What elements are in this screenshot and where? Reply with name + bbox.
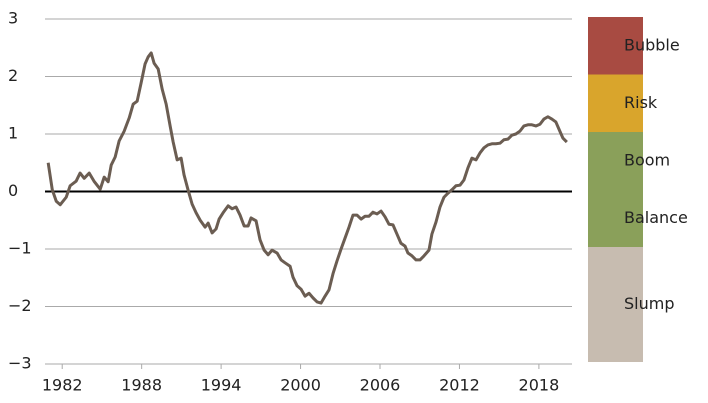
y-tick-label: 0 xyxy=(8,181,18,200)
zone-band xyxy=(588,74,643,132)
x-tick-label: 1994 xyxy=(201,376,242,395)
zone-band xyxy=(588,17,643,75)
y-tick-label: 1 xyxy=(8,124,18,143)
x-tick-label: 2000 xyxy=(280,376,321,395)
zone-label: Bubble xyxy=(624,35,680,54)
index-line xyxy=(46,51,568,305)
x-tick-label: 1982 xyxy=(42,376,83,395)
zone-label: Risk xyxy=(624,93,658,112)
y-tick-label: −2 xyxy=(8,296,32,315)
zone-label: Slump xyxy=(624,294,674,313)
zone-band xyxy=(588,132,643,190)
zone-label: Boom xyxy=(624,150,670,169)
x-tick-label: 1988 xyxy=(121,376,162,395)
x-tick-label: 2006 xyxy=(360,376,401,395)
zone-band xyxy=(588,247,643,362)
y-tick-label: −1 xyxy=(8,239,32,258)
y-tick-label: 2 xyxy=(8,66,18,85)
x-tick-label: 2012 xyxy=(439,376,480,395)
zone-band xyxy=(588,189,643,247)
zone-label: Balance xyxy=(624,208,688,227)
y-tick-label: −3 xyxy=(8,354,32,373)
x-tick-label: 2018 xyxy=(519,376,560,395)
y-tick-label: 3 xyxy=(8,9,18,28)
